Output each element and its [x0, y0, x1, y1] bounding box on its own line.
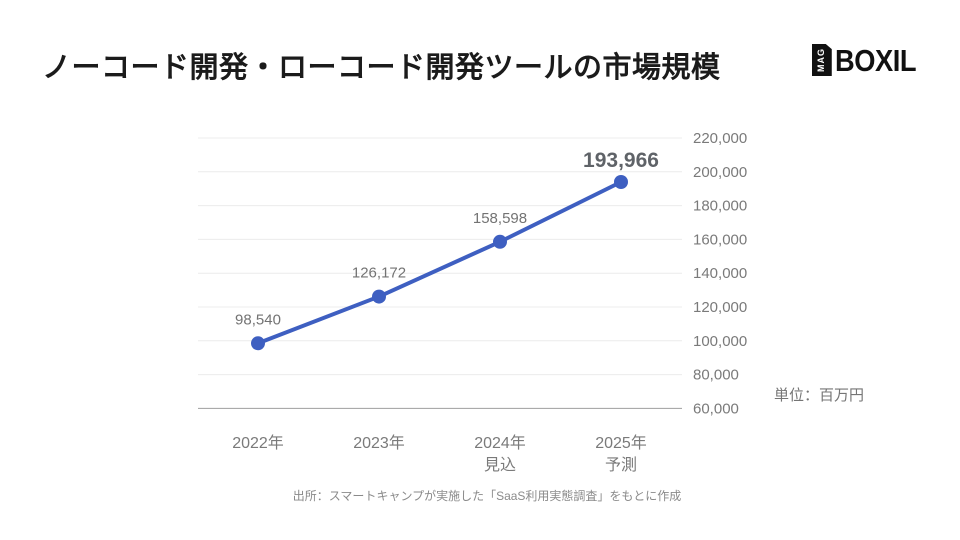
y-tick-label: 160,000 — [693, 231, 747, 248]
data-label: 98,540 — [235, 311, 281, 328]
data-point — [251, 336, 265, 351]
data-label: 126,172 — [352, 265, 406, 282]
y-tick-label: 60,000 — [693, 400, 739, 417]
y-tick-label: 120,000 — [693, 299, 747, 316]
y-tick-label: 100,000 — [693, 333, 747, 350]
data-point — [493, 234, 507, 249]
data-label: 158,598 — [473, 210, 527, 227]
x-tick-label: 2024年 — [474, 434, 526, 452]
page-title: ノーコード開発・ローコード開発ツールの市場規模 — [42, 52, 721, 84]
logo-wordmark: BOXIL — [834, 42, 917, 78]
data-label: 193,966 — [583, 149, 659, 172]
y-tick-label: 220,000 — [693, 130, 747, 147]
source-attribution: 出所：スマートキャンプが実施した「SaaS利用実態調査」をもとに作成 — [292, 489, 682, 503]
unit-label: 単位：百万円 — [774, 387, 865, 404]
trend-line — [256, 179, 623, 346]
y-tick-label: 140,000 — [693, 265, 747, 282]
data-point — [614, 174, 628, 189]
boxil-mag-logo: MAG BOXIL — [811, 42, 927, 78]
x-tick-label: 見込 — [484, 456, 516, 474]
x-tick-label: 2023年 — [353, 434, 405, 452]
mag-badge-icon: MAG — [811, 44, 832, 76]
y-tick-label: 80,000 — [693, 367, 739, 384]
x-tick-label: 予測 — [605, 456, 637, 474]
y-tick-label: 180,000 — [693, 198, 747, 215]
data-point — [372, 289, 386, 304]
y-tick-label: 200,000 — [693, 164, 747, 181]
x-tick-label: 2022年 — [232, 434, 284, 452]
x-tick-label: 2025年 — [595, 434, 647, 452]
